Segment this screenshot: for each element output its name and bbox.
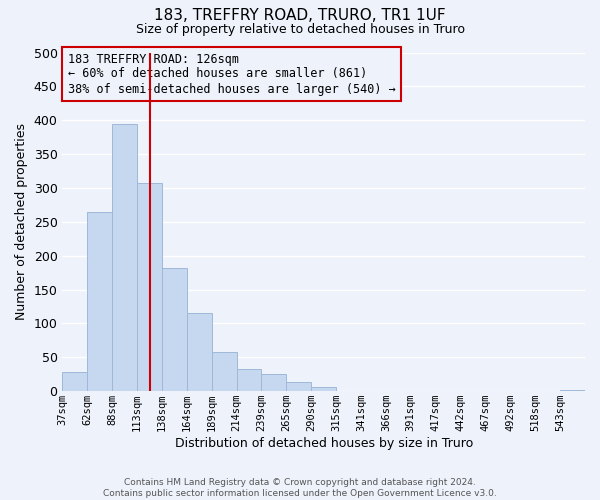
Bar [112, 124, 137, 391]
X-axis label: Distribution of detached houses by size in Truro: Distribution of detached houses by size … [175, 437, 473, 450]
Bar [236, 370, 262, 391]
Bar [137, 182, 162, 391]
Y-axis label: Number of detached properties: Number of detached properties [15, 124, 28, 320]
Text: Contains HM Land Registry data © Crown copyright and database right 2024.
Contai: Contains HM Land Registry data © Crown c… [103, 478, 497, 498]
Bar [560, 390, 585, 391]
Bar [187, 312, 212, 391]
Bar [62, 372, 88, 391]
Bar [88, 212, 112, 391]
Text: 183 TREFFRY ROAD: 126sqm
← 60% of detached houses are smaller (861)
38% of semi-: 183 TREFFRY ROAD: 126sqm ← 60% of detach… [68, 52, 395, 96]
Bar [212, 352, 236, 391]
Bar [311, 387, 336, 391]
Bar [162, 268, 187, 391]
Bar [262, 374, 286, 391]
Text: 183, TREFFRY ROAD, TRURO, TR1 1UF: 183, TREFFRY ROAD, TRURO, TR1 1UF [154, 8, 446, 22]
Bar [286, 382, 311, 391]
Text: Size of property relative to detached houses in Truro: Size of property relative to detached ho… [136, 22, 464, 36]
